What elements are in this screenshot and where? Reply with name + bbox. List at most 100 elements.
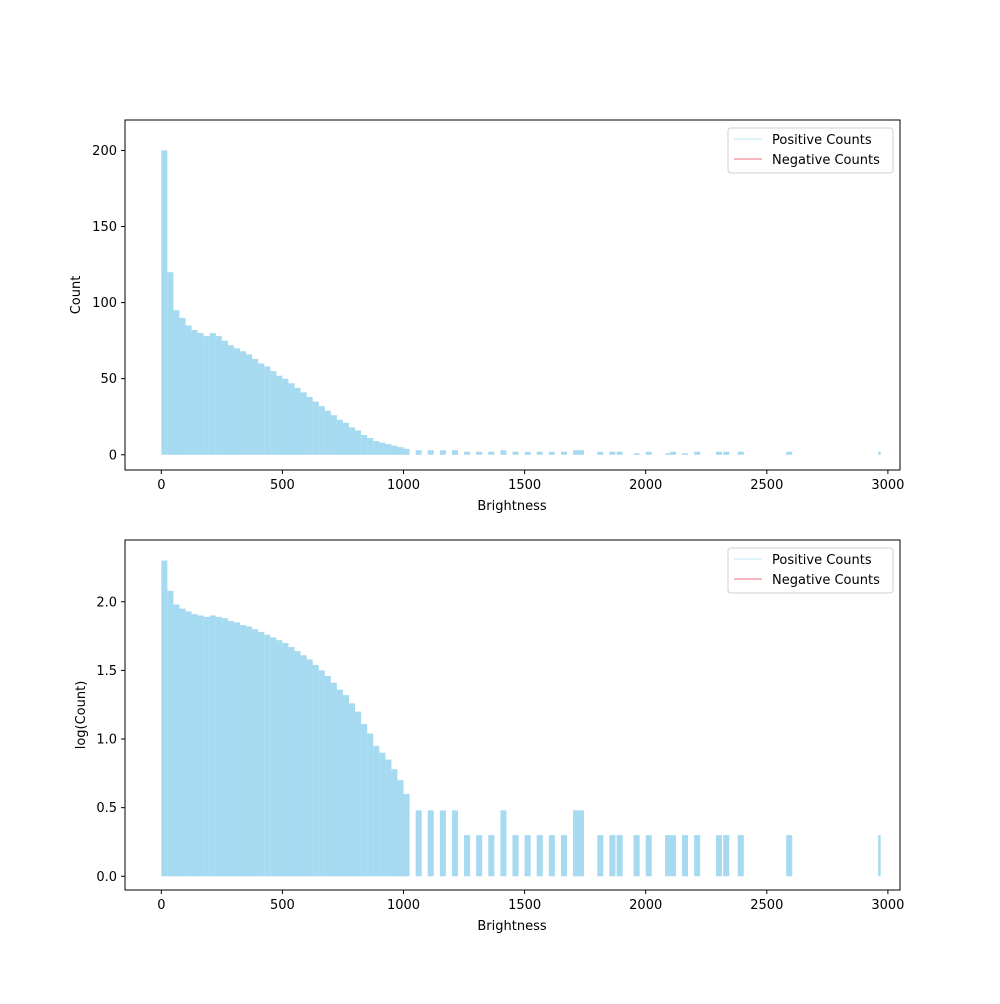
histogram-bar: [500, 450, 506, 455]
histogram-bar: [452, 450, 458, 455]
histogram-bar: [161, 561, 167, 877]
histogram-bar: [319, 670, 325, 876]
histogram-bar: [646, 452, 652, 455]
histogram-bar: [464, 452, 470, 455]
histogram-bar: [597, 835, 603, 876]
histogram-bar: [878, 835, 880, 876]
histogram-bar: [349, 703, 355, 876]
legend-label-positive: Positive Counts: [772, 553, 872, 568]
histogram-bar: [313, 402, 319, 455]
x-tick-label: 2500: [750, 478, 783, 493]
histogram-bar: [694, 452, 700, 455]
x-axis-label: Brightness: [477, 499, 546, 514]
x-tick-label: 1000: [387, 478, 420, 493]
y-tick-label: 0.5: [96, 801, 117, 816]
histogram-bar: [391, 446, 397, 455]
histogram-bar: [385, 444, 391, 455]
histogram-bar: [270, 637, 276, 876]
histogram-bar: [337, 690, 343, 877]
y-tick-label: 2.0: [96, 595, 117, 610]
histogram-bar: [634, 835, 640, 876]
y-tick-label: 1.5: [96, 664, 117, 679]
histogram-bar: [665, 453, 670, 455]
histogram-bar: [240, 625, 246, 876]
x-tick-label: 1000: [387, 898, 420, 913]
histogram-bar: [385, 760, 391, 877]
histogram-bar: [716, 835, 722, 876]
histogram-bar: [192, 614, 198, 876]
y-axis-label: Count: [69, 276, 84, 315]
histogram-bar: [379, 443, 385, 455]
histogram-bar: [440, 450, 446, 455]
histogram-bar: [325, 676, 331, 876]
x-tick-label: 500: [270, 898, 295, 913]
histogram-bar: [404, 794, 410, 876]
histogram-bar: [313, 665, 319, 876]
histogram-bar: [301, 392, 307, 454]
histogram-bar: [573, 450, 578, 455]
histogram-bar: [179, 609, 185, 877]
histogram-bar: [198, 333, 204, 455]
histogram-bar: [723, 452, 729, 455]
histogram-bar: [694, 835, 700, 876]
y-tick-label: 150: [92, 220, 117, 235]
histogram-bar: [500, 810, 506, 876]
histogram-bar: [319, 406, 325, 455]
histogram-bar: [525, 835, 531, 876]
histogram-bar: [738, 452, 744, 455]
histogram-bar: [367, 438, 373, 455]
histogram-bar: [234, 622, 240, 876]
histogram-bar: [258, 632, 264, 876]
histogram-bar: [295, 651, 301, 876]
histogram-bar: [228, 345, 234, 455]
histogram-bar: [167, 591, 173, 876]
histogram-bar: [337, 420, 343, 455]
histogram-bar: [573, 810, 578, 876]
histogram-bar: [464, 835, 470, 876]
histogram-bar: [167, 272, 173, 455]
histogram-bar: [234, 348, 240, 455]
histogram-bar: [416, 810, 422, 876]
histogram-bar: [367, 734, 373, 877]
histogram-bar: [343, 695, 349, 876]
histogram-bar: [682, 453, 688, 455]
histogram-bar: [349, 427, 355, 454]
histogram-bar: [173, 310, 179, 455]
legend-label-positive: Positive Counts: [772, 133, 872, 148]
histogram-bar: [428, 810, 434, 876]
histogram-linear-panel: 0 500 1000 1500 2000 2500 3000 0 50 100 150 200 Br…: [69, 120, 904, 514]
histogram-bar: [186, 611, 192, 876]
x-axis-ticks: 0 500 1000 1500 2000 2500 3000: [157, 890, 904, 913]
histogram-bar: [646, 835, 652, 876]
histogram-bar: [258, 363, 264, 454]
histogram-bar: [609, 452, 615, 455]
histogram-bar: [617, 835, 623, 876]
histogram-bar: [549, 835, 555, 876]
histogram-bar: [173, 605, 179, 877]
histogram-bar: [179, 318, 185, 455]
x-tick-label: 0: [157, 478, 165, 493]
histogram-bar: [228, 621, 234, 876]
y-tick-label: 100: [92, 296, 117, 311]
histogram-bar: [204, 336, 210, 455]
legend: Positive Counts Negative Counts: [728, 548, 893, 593]
histogram-bar: [561, 452, 567, 455]
histogram-bar: [307, 397, 313, 455]
histogram-bar: [198, 615, 204, 876]
histogram-bar: [578, 450, 584, 455]
histogram-bar: [525, 452, 531, 455]
y-tick-label: 0.0: [96, 870, 117, 885]
histogram-bar: [252, 629, 258, 876]
histogram-bar: [246, 626, 252, 876]
histogram-bar: [216, 617, 222, 876]
histogram-bar: [786, 835, 792, 876]
x-axis-label: Brightness: [477, 919, 546, 934]
histogram-bar: [373, 441, 379, 455]
histogram-bar: [282, 643, 288, 876]
histogram-bar: [682, 835, 688, 876]
histogram-bar: [578, 810, 584, 876]
histogram-bar: [361, 724, 367, 876]
y-tick-label: 1.0: [96, 733, 117, 748]
